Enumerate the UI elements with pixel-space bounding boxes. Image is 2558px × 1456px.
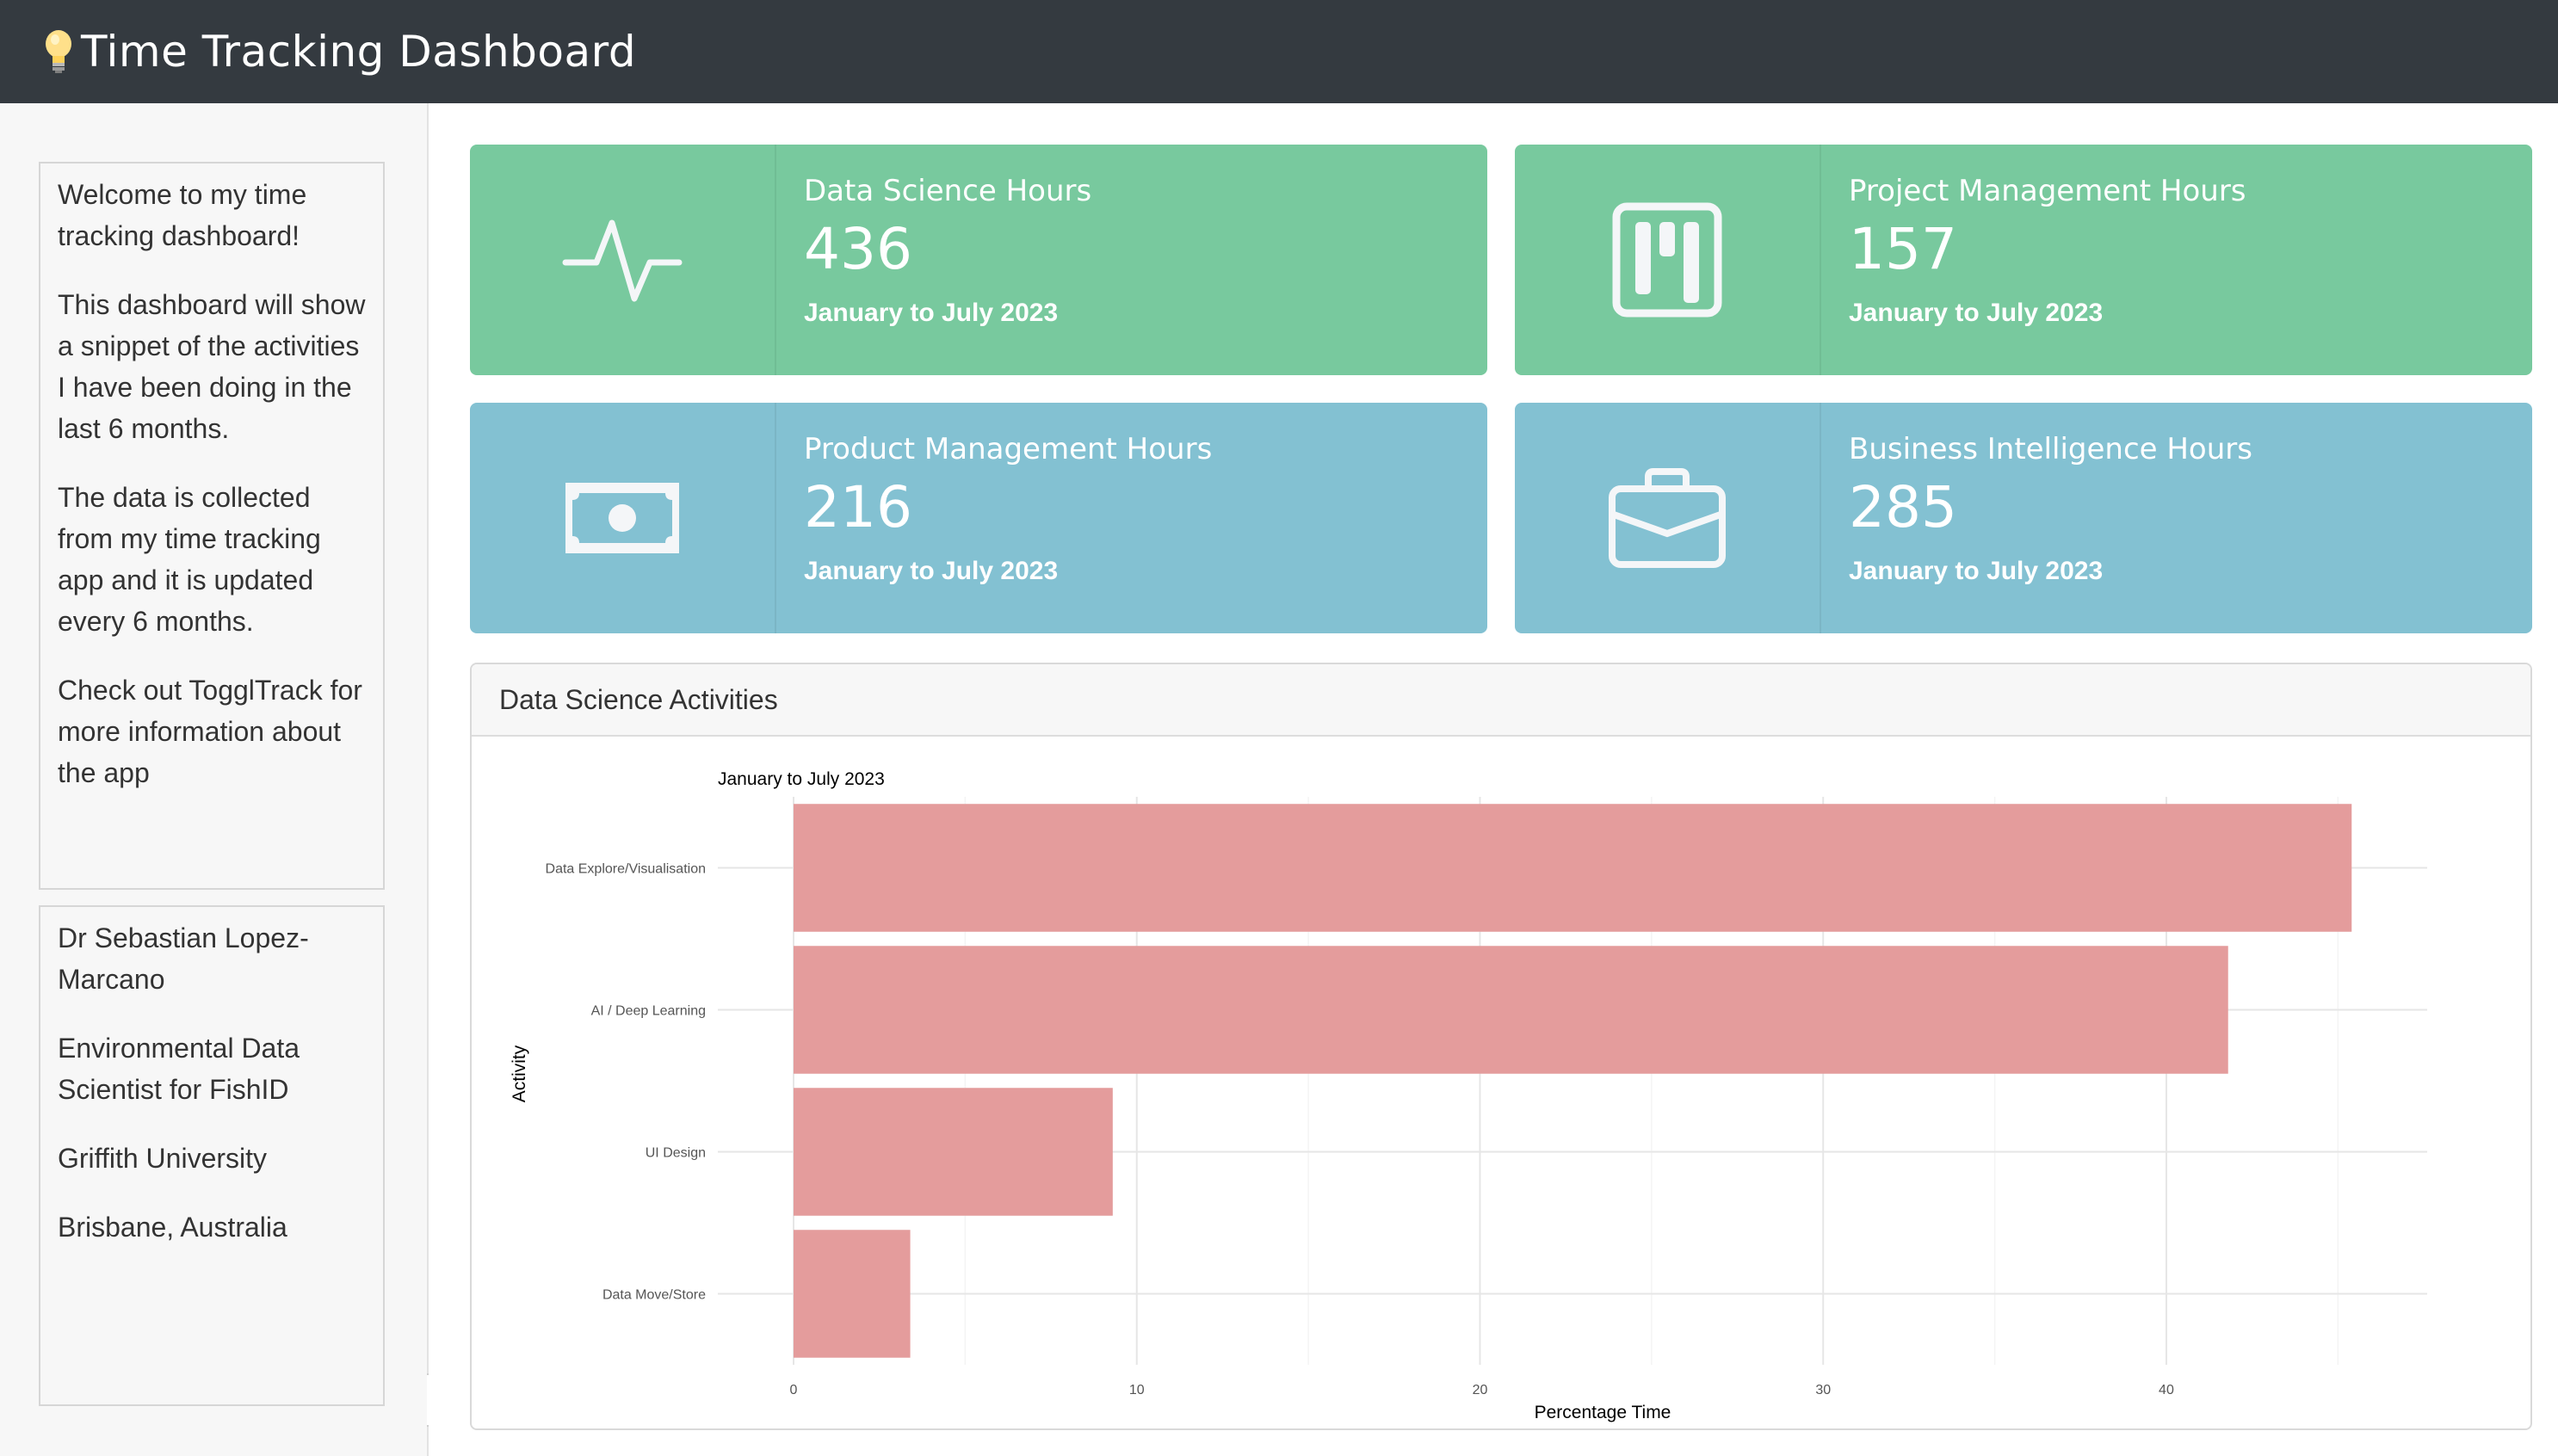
activities-bar-chart: January to July 2023 0 10 20 30 40 Data Explo… (510, 769, 2427, 1422)
activities-chart-container: January to July 2023 0 10 20 30 40 Data Explo… (472, 737, 2530, 1428)
value-box-title: Business Intelligence Hours (1849, 432, 2252, 466)
value-box-title: Data Science Hours (804, 174, 1092, 208)
value-box-data-science: Data Science Hours 436 January to July 2… (470, 145, 1487, 375)
bar-ai-deep-learning (794, 946, 2228, 1074)
sidebar: Welcome to my time tracking dashboard! T… (0, 103, 429, 1456)
chart-title: January to July 2023 (718, 769, 885, 789)
x-tick-label: 0 (790, 1383, 798, 1397)
description-text: This dashboard will show a snippet of th… (58, 289, 366, 444)
x-tick-label: 10 (1129, 1383, 1145, 1397)
value-box-subtitle: January to July 2023 (1849, 557, 2104, 585)
value-box-subtitle: January to July 2023 (804, 299, 1059, 327)
x-tick-label: 30 (1815, 1383, 1831, 1397)
value-box-title: Product Management Hours (804, 432, 1213, 466)
activity-pulse-icon (562, 219, 683, 302)
lightbulb-icon (46, 30, 71, 73)
data-source-text: The data is collected from my time track… (58, 482, 321, 637)
value-box-value: 216 (804, 474, 912, 540)
value-box-value: 285 (1849, 474, 1957, 540)
value-box-title: Project Management Hours (1849, 174, 2246, 208)
y-tick-label: UI Design (646, 1146, 706, 1161)
kanban-board-icon (1612, 202, 1722, 318)
value-box-value: 157 (1849, 216, 1957, 282)
navbar: Time Tracking Dashboard (0, 0, 2558, 103)
cash-icon (565, 483, 679, 553)
card-header: Data Science Activities (472, 664, 2530, 737)
y-tick-label: AI / Deep Learning (591, 1004, 706, 1019)
chart-x-axis-label: Percentage Time (1535, 1403, 1671, 1422)
main-content: Data Science Hours 436 January to July 2… (429, 103, 2558, 1456)
value-box-subtitle: January to July 2023 (1849, 299, 2104, 327)
value-box-value: 436 (804, 216, 912, 282)
bar-data-explore-visualisation (794, 804, 2352, 932)
welcome-text: Welcome to my time tracking dashboard! (58, 179, 307, 251)
about-card: Welcome to my time tracking dashboard! T… (39, 162, 385, 890)
value-box-business-intelligence: Business Intelligence Hours 285 January … (1515, 403, 2532, 633)
value-box-subtitle: January to July 2023 (804, 557, 1059, 585)
y-tick-label: Data Move/Store (602, 1288, 706, 1303)
y-tick-label: Data Explore/Visualisation (546, 862, 706, 877)
bar-ui-design (794, 1088, 1113, 1216)
value-box-project-management: Project Management Hours 157 January to … (1515, 145, 2532, 375)
toggltrack-text: Check out TogglTrack for more informatio… (58, 675, 362, 788)
author-location: Brisbane, Australia (58, 1212, 287, 1243)
x-tick-label: 20 (1473, 1383, 1488, 1397)
author-university: Griffith University (58, 1143, 268, 1174)
author-card: Dr Sebastian Lopez-Marcano Environmental… (39, 905, 385, 1406)
bar-data-move-store (794, 1230, 911, 1358)
value-box-product-management: Product Management Hours 216 January to … (470, 403, 1487, 633)
brand[interactable]: Time Tracking Dashboard (41, 27, 636, 77)
data-science-activities-card: Data Science Activities January to July … (470, 663, 2532, 1430)
dashboard-title: Time Tracking Dashboard (81, 27, 637, 77)
x-tick-label: 40 (2159, 1383, 2174, 1397)
author-name: Dr Sebastian Lopez-Marcano (58, 922, 309, 995)
author-role: Environmental Data Scientist for FishID (58, 1033, 300, 1105)
chart-y-axis-label: Activity (510, 1045, 529, 1102)
briefcase-icon (1609, 468, 1726, 568)
